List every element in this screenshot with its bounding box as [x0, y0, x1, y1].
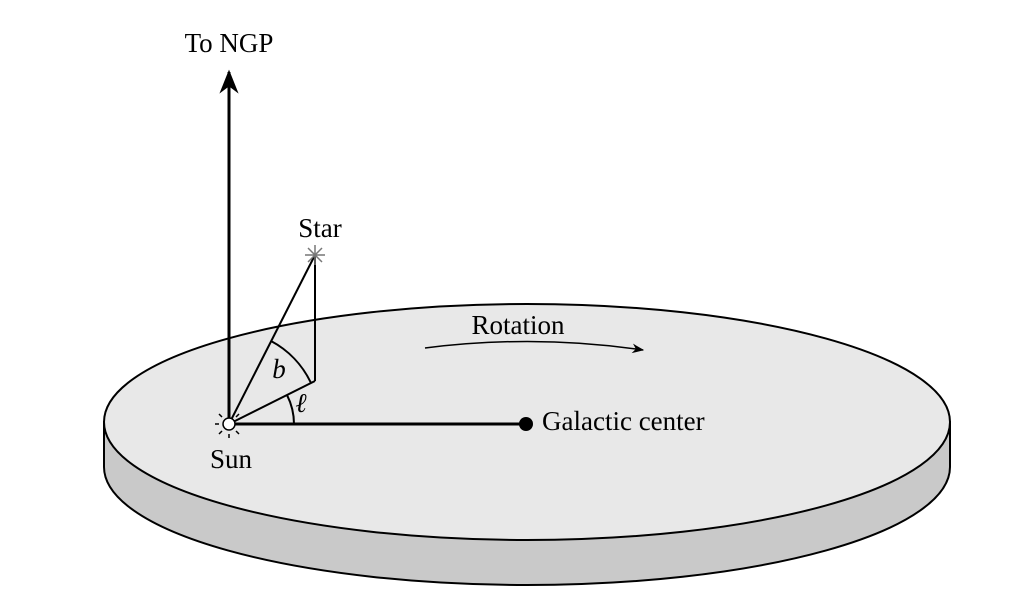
projection: [228, 380, 316, 425]
rotation-label: Rotation: [472, 310, 565, 340]
l-arc: [286, 394, 295, 425]
star-label: Star: [298, 213, 342, 243]
star-icon: [305, 245, 325, 265]
b-label: b: [272, 354, 286, 384]
sun-label: Sun: [210, 444, 253, 474]
ngp-label: To NGP: [185, 28, 274, 58]
b-arc: [270, 340, 312, 384]
rotation-arrow: [424, 340, 645, 354]
center-dot: [519, 417, 533, 431]
sun-icon: [215, 410, 243, 438]
center-label: Galactic center: [542, 406, 705, 436]
star-line: [228, 254, 316, 425]
l-label: ℓ: [295, 388, 307, 418]
